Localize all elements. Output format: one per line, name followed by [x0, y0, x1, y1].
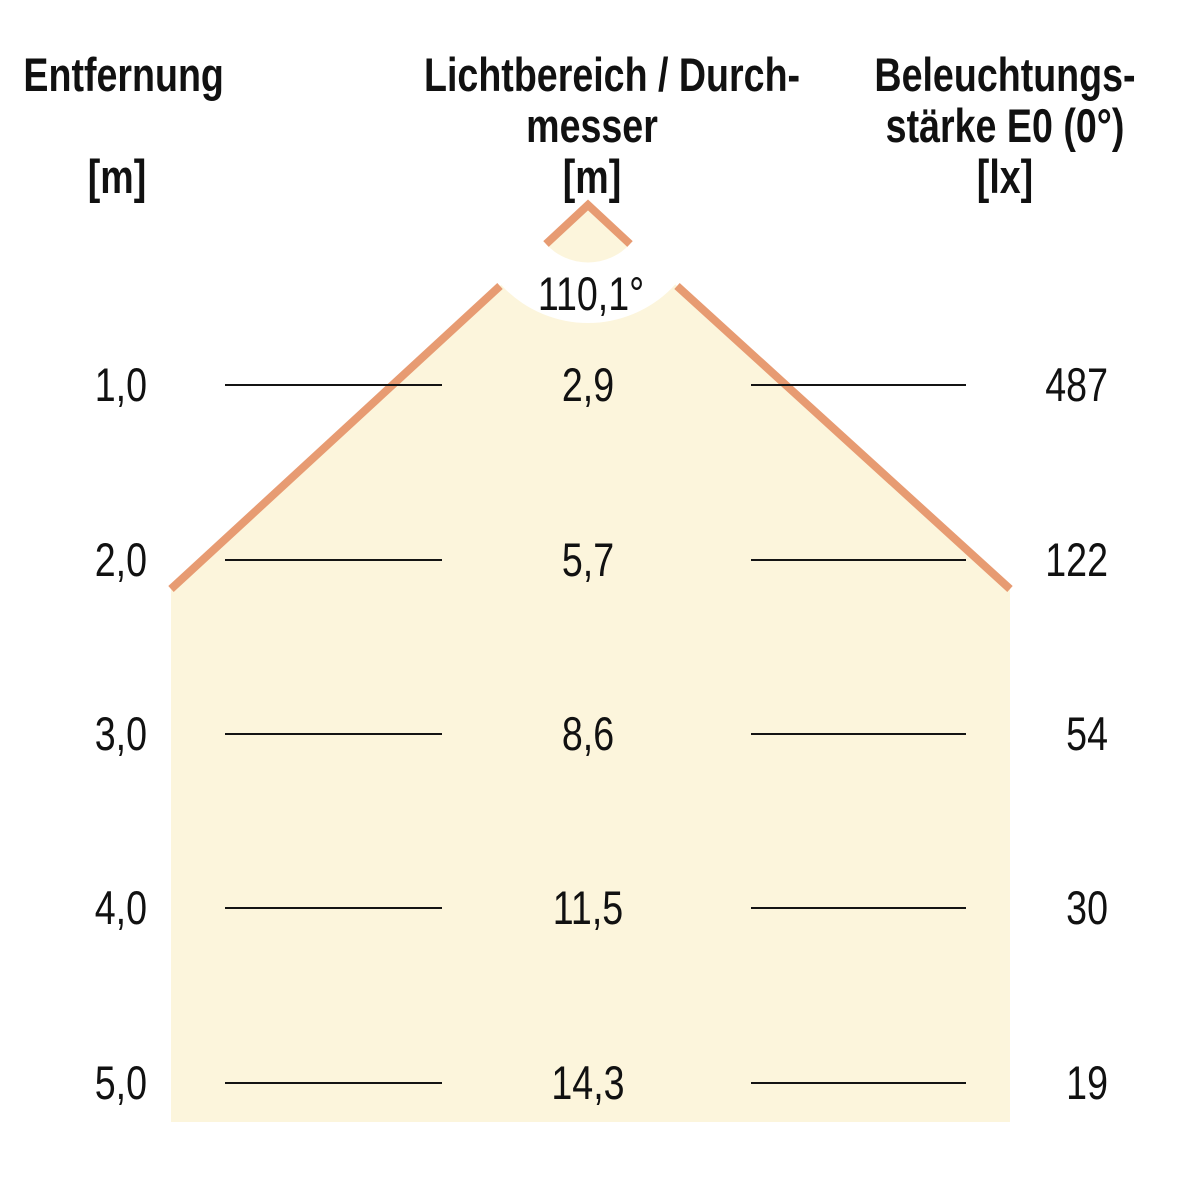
table-row: 1,0 2,9 487 [0, 357, 1182, 413]
diameter-value: 2,9 [561, 358, 615, 411]
diameter-value: 11,5 [552, 881, 624, 934]
distance-value: 2,0 [94, 533, 147, 586]
diameter-value: 8,6 [561, 707, 615, 760]
row-line-left [225, 733, 442, 735]
row-line-right [751, 559, 966, 561]
row-line-right [751, 907, 966, 909]
row-line-right [751, 1082, 966, 1084]
beam-angle-label: 110,1° [537, 267, 645, 320]
illuminance-value: 19 [1066, 1056, 1108, 1109]
header-illuminance-title: Beleuchtungs- [874, 48, 1136, 101]
row-line-left [225, 559, 442, 561]
table-row: 3,0 8,6 54 [0, 706, 1182, 762]
header-diameter-title: Lichtbereich / Durch- [424, 48, 801, 101]
distance-value: 5,0 [94, 1056, 147, 1109]
cone-edge-left [168, 283, 503, 592]
row-line-left [225, 907, 442, 909]
diameter-value: 5,7 [561, 533, 615, 586]
header-illuminance-unit: [lx] [976, 150, 1034, 203]
header-distance-unit: [m] [87, 150, 147, 203]
light-cone-fill [171, 205, 1010, 1122]
header-illuminance: Beleuchtungs- stärke E0 (0°) [lx] [865, 49, 1145, 202]
table-row: 4,0 11,5 30 [0, 880, 1182, 936]
row-line-left [225, 1082, 442, 1084]
illuminance-value: 30 [1066, 881, 1108, 934]
illuminance-value: 54 [1066, 707, 1108, 760]
header-diameter: Lichtbereich / Durch- messer [m] [424, 48, 801, 203]
header-diameter-unit: [m] [562, 150, 622, 203]
distance-value: 1,0 [94, 358, 147, 411]
distance-value: 3,0 [94, 707, 147, 760]
distance-value: 4,0 [94, 881, 147, 934]
diameter-value: 14,3 [551, 1056, 625, 1109]
row-line-right [751, 384, 966, 386]
row-line-right [751, 733, 966, 735]
illuminance-value: 487 [1045, 358, 1108, 411]
table-row: 5,0 14,3 19 [0, 1055, 1182, 1111]
header-illuminance-subtitle: stärke E0 (0°) [885, 99, 1125, 152]
illuminance-value: 122 [1045, 533, 1108, 586]
header-diameter-subtitle: messer [526, 99, 658, 152]
header-distance: Entfernung [m] [23, 48, 224, 203]
table-row: 2,0 5,7 122 [0, 532, 1182, 588]
cone-edge-right [674, 283, 1013, 592]
row-line-left [225, 384, 442, 386]
header-distance-title: Entfernung [23, 48, 224, 101]
apex-wedge-edges [543, 199, 633, 247]
apex-wedge-fill [546, 205, 630, 263]
header-distance-subtitle [23, 100, 210, 151]
